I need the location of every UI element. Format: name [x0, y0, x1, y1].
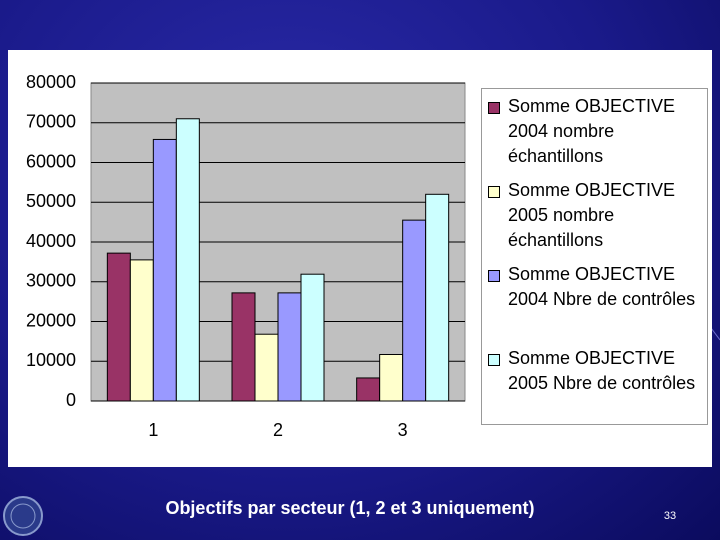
- legend: Somme OBJECTIVE 2004 nombre échantillons…: [481, 88, 708, 425]
- y-tick-label: 20000: [26, 310, 76, 330]
- bar: [379, 353, 404, 402]
- bar: [300, 273, 325, 402]
- bar: [254, 333, 279, 402]
- bar: [356, 377, 381, 402]
- x-tick-label: 1: [148, 420, 158, 440]
- bar: [175, 118, 200, 402]
- bar: [106, 252, 131, 402]
- bar: [402, 219, 427, 402]
- legend-swatch: [488, 354, 500, 366]
- bar: [129, 259, 154, 402]
- legend-label: Somme OBJECTIVE 2005 Nbre de contrôles: [508, 348, 696, 393]
- bar: [277, 292, 302, 402]
- legend-entry: Somme OBJECTIVE 2005 Nbre de contrôles: [488, 346, 703, 430]
- logo: [3, 496, 43, 536]
- caption: Objectifs par secteur (1, 2 et 3 uniquem…: [165, 498, 535, 518]
- legend-swatch: [488, 102, 500, 114]
- x-tick-label: 2: [273, 420, 283, 440]
- y-tick-label: 40000: [26, 231, 76, 251]
- y-tick-label: 70000: [26, 112, 76, 132]
- legend-label: Somme OBJECTIVE 2004 nombre échantillons: [508, 96, 676, 166]
- legend-entry: Somme OBJECTIVE 2004 nombre échantillons: [488, 94, 703, 178]
- legend-entry: Somme OBJECTIVE 2005 nombre échantillons: [488, 178, 703, 262]
- y-tick-label: 50000: [26, 191, 76, 211]
- legend-label: Somme OBJECTIVE 2004 Nbre de contrôles: [508, 264, 696, 309]
- bar: [425, 193, 450, 402]
- bar: [231, 292, 256, 402]
- y-tick-label: 0: [66, 390, 76, 410]
- y-tick-label: 30000: [26, 271, 76, 291]
- y-tick-label: 10000: [26, 350, 76, 370]
- legend-entry: Somme OBJECTIVE 2004 Nbre de contrôles: [488, 262, 703, 346]
- y-tick-label: 80000: [26, 72, 76, 92]
- x-tick-label: 3: [398, 420, 408, 440]
- bar: [152, 138, 177, 402]
- y-tick-label: 60000: [26, 151, 76, 171]
- legend-label: Somme OBJECTIVE 2005 nombre échantillons: [508, 180, 676, 250]
- page-number: 33: [663, 510, 677, 522]
- legend-swatch: [488, 270, 500, 282]
- legend-swatch: [488, 186, 500, 198]
